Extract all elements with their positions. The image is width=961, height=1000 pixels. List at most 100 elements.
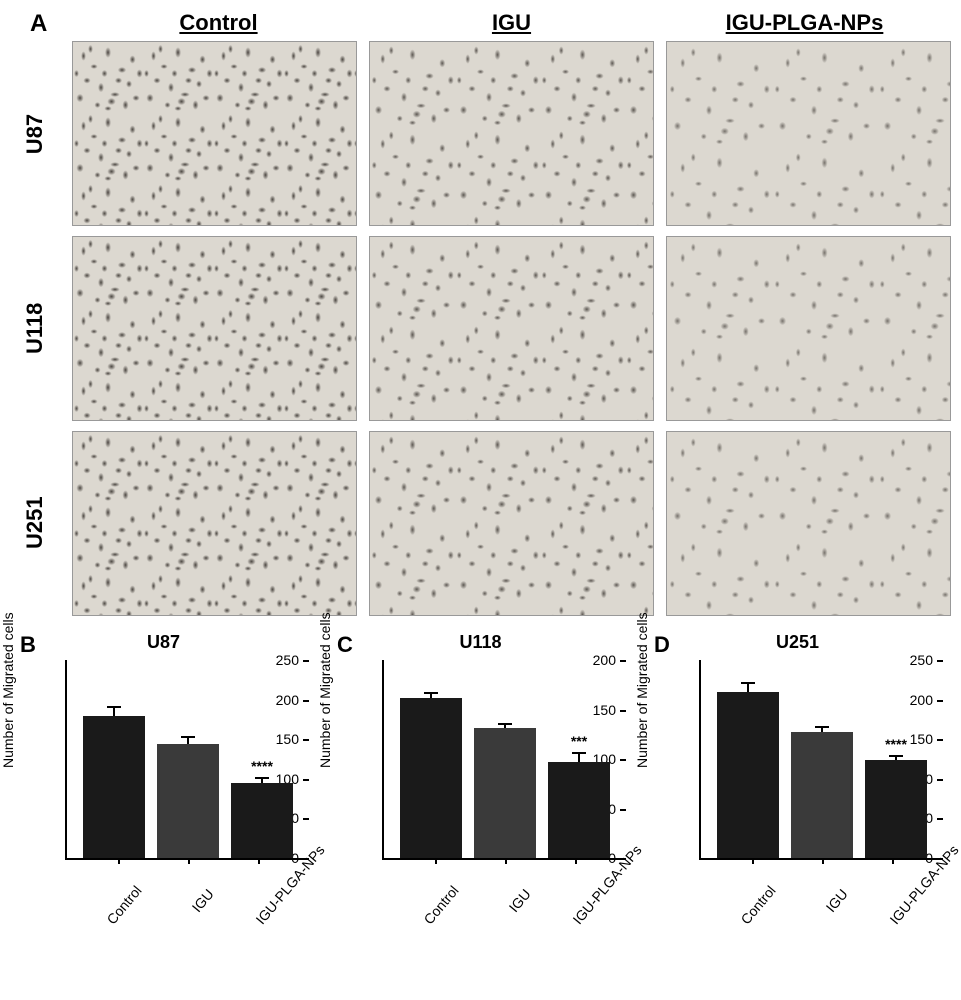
bars-container: **** <box>67 660 309 858</box>
bar <box>400 698 462 858</box>
chart-area: 050100150200250**** <box>699 660 943 860</box>
error-cap <box>498 723 512 725</box>
cell-texture <box>73 237 356 420</box>
error-cap <box>815 726 829 728</box>
column-headers: Control IGU IGU-PLGA-NPs <box>72 10 951 39</box>
figure-container: A Control IGU IGU-PLGA-NPs U87 U118 U251 B… <box>0 0 961 1000</box>
cell-texture <box>370 237 653 420</box>
bar-group <box>157 744 219 858</box>
chart-title: U87 <box>147 632 180 653</box>
x-tick <box>575 858 577 864</box>
chart-panel-u87: BU87Number of Migrated cells050100150200… <box>10 630 317 970</box>
bar-group <box>474 728 536 858</box>
x-tick <box>435 858 437 864</box>
bar-fill <box>717 692 779 858</box>
significance-marker: **** <box>885 736 907 752</box>
bar-group <box>791 732 853 858</box>
error-cap <box>107 706 121 708</box>
bar-fill <box>474 728 536 858</box>
x-tick <box>505 858 507 864</box>
error-cap <box>889 755 903 757</box>
error-bar <box>187 736 189 744</box>
error-bar <box>747 682 749 692</box>
micrograph-u118-control <box>72 236 357 421</box>
chart-panel-u118: CU118Number of Migrated cells05010015020… <box>327 630 634 970</box>
error-cap <box>741 682 755 684</box>
bar: *** <box>548 762 610 858</box>
error-bar <box>504 723 506 728</box>
bar-group: **** <box>865 760 927 858</box>
y-axis-label: Number of Migrated cells <box>317 612 333 768</box>
bar-group: **** <box>231 783 293 858</box>
x-label: Control <box>103 869 156 927</box>
y-axis-label: Number of Migrated cells <box>0 612 16 768</box>
bar-group <box>400 698 462 858</box>
error-cap <box>572 752 586 754</box>
row-label-u251: U251 <box>22 499 48 549</box>
x-label: IGU <box>812 869 865 927</box>
micrograph-u251-igu <box>369 431 654 616</box>
error-bar <box>113 706 115 716</box>
x-tick <box>188 858 190 864</box>
cell-texture <box>667 432 950 615</box>
bars-container: *** <box>384 660 626 858</box>
significance-marker: **** <box>251 758 273 774</box>
x-label: Control <box>420 869 473 927</box>
x-tick <box>892 858 894 864</box>
bar-fill <box>400 698 462 858</box>
x-tick <box>822 858 824 864</box>
cell-texture <box>370 432 653 615</box>
micrograph-row-u251: U251 <box>10 431 951 616</box>
micrograph-u87-iguplganps <box>666 41 951 226</box>
micrograph-u118-iguplganps <box>666 236 951 421</box>
x-label: IGU <box>495 869 548 927</box>
x-labels: ControlIGUIGU-PLGA-NPs <box>382 865 626 885</box>
cell-texture <box>370 42 653 225</box>
cell-texture <box>667 42 950 225</box>
bar <box>157 744 219 858</box>
error-cap <box>181 736 195 738</box>
chart-area: 050100150200*** <box>382 660 626 860</box>
row-label-u118: U118 <box>22 304 48 354</box>
bar-group: *** <box>548 762 610 858</box>
row-label-u87: U87 <box>22 109 48 159</box>
micrograph-row-u118: U118 <box>10 236 951 421</box>
micrograph-u118-igu <box>369 236 654 421</box>
cell-texture <box>73 432 356 615</box>
bar: **** <box>231 783 293 858</box>
error-bar <box>261 777 263 783</box>
error-bar <box>821 726 823 732</box>
bar <box>791 732 853 858</box>
x-labels: ControlIGUIGU-PLGA-NPs <box>65 865 309 885</box>
x-tick <box>752 858 754 864</box>
charts-section: BU87Number of Migrated cells050100150200… <box>10 630 951 970</box>
bar-fill <box>791 732 853 858</box>
micrograph-u87-control <box>72 41 357 226</box>
bar-group <box>717 692 779 858</box>
error-cap <box>424 692 438 694</box>
chart-area: 050100150200250**** <box>65 660 309 860</box>
chart-panel-u251: DU251Number of Migrated cells05010015020… <box>644 630 951 970</box>
panel-a: A Control IGU IGU-PLGA-NPs U87 U118 U251 <box>10 10 951 616</box>
x-label: IGU <box>178 869 231 927</box>
y-axis-label: Number of Migrated cells <box>634 612 650 768</box>
chart-label-d: D <box>654 632 670 658</box>
chart-title: U251 <box>776 632 819 653</box>
panel-a-label: A <box>30 10 47 38</box>
x-tick <box>258 858 260 864</box>
error-bar <box>430 692 432 698</box>
x-label: Control <box>737 869 790 927</box>
micrograph-u251-iguplganps <box>666 431 951 616</box>
col-header-igu-plga-nps: IGU-PLGA-NPs <box>658 10 951 39</box>
x-tick <box>118 858 120 864</box>
bar-fill <box>231 783 293 858</box>
bar <box>474 728 536 858</box>
error-bar <box>578 752 580 762</box>
bar <box>717 692 779 858</box>
bar-fill <box>157 744 219 858</box>
micrograph-u87-igu <box>369 41 654 226</box>
significance-marker: *** <box>571 733 587 749</box>
error-cap <box>255 777 269 779</box>
chart-title: U118 <box>459 632 501 653</box>
bar <box>83 716 145 858</box>
